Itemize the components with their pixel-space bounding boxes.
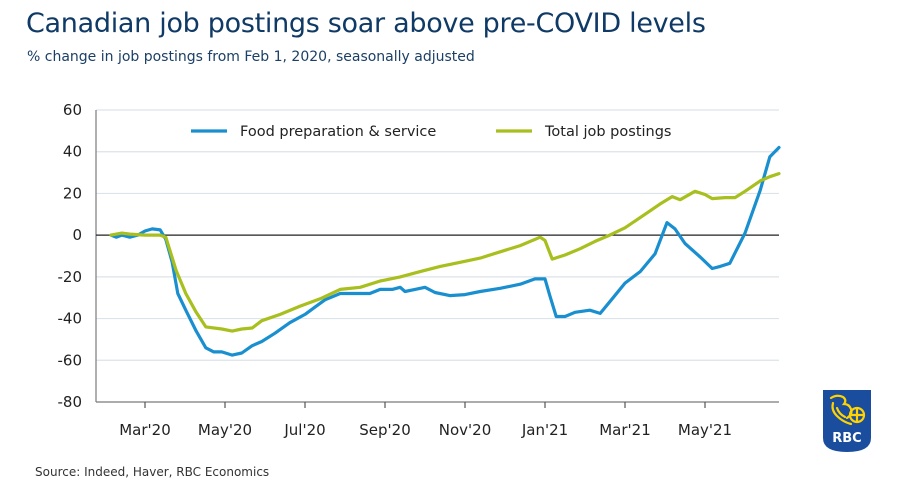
y-axis-ticks: 60 40 20 0 -20 -40 -60 -80 — [58, 101, 83, 411]
logo-shield-shape — [823, 390, 871, 452]
y-tick-label: 20 — [63, 184, 82, 202]
x-tick-label: Jan'21 — [521, 421, 568, 439]
lion-emblem-icon — [829, 394, 866, 426]
source-note: Source: Indeed, Haver, RBC Economics — [35, 465, 270, 479]
gridlines — [96, 109, 779, 361]
x-axis-ticks: Mar'20 May'20 Jul'20 Sep'20 Nov'20 Jan'21 Mar'… — [119, 402, 732, 439]
series-line-food-preparation — [109, 145, 781, 357]
x-tick-label: May'20 — [198, 421, 252, 439]
x-tick-label: Jul'20 — [283, 421, 325, 439]
x-tick-label: Mar'20 — [119, 421, 171, 439]
x-tick-label: Sep'20 — [359, 421, 410, 439]
legend: Food preparation & service Total job post… — [191, 124, 671, 140]
y-tick-label: 0 — [72, 226, 82, 244]
chart-subtitle: % change in job postings from Feb 1, 202… — [27, 49, 475, 65]
y-tick-label: -20 — [58, 268, 83, 286]
logo-text: RBC — [832, 431, 861, 446]
y-tick-label: 40 — [63, 143, 82, 161]
x-tick-label: May'21 — [678, 421, 732, 439]
legend-label: Total job postings — [544, 124, 671, 140]
y-tick-label: -60 — [58, 351, 83, 369]
series-lines — [109, 145, 781, 357]
y-tick-label: -80 — [58, 393, 83, 411]
legend-label: Food preparation & service — [240, 124, 436, 140]
chart-title: Canadian job postings soar above pre-COV… — [26, 8, 706, 39]
series-line-total-job-postings — [109, 172, 781, 333]
y-tick-label: 60 — [63, 101, 82, 119]
axes — [95, 110, 779, 403]
y-tick-label: -40 — [58, 310, 83, 328]
x-tick-label: Nov'20 — [439, 421, 492, 439]
x-tick-label: Mar'21 — [599, 421, 651, 439]
rbc-logo: RBC — [823, 390, 871, 452]
